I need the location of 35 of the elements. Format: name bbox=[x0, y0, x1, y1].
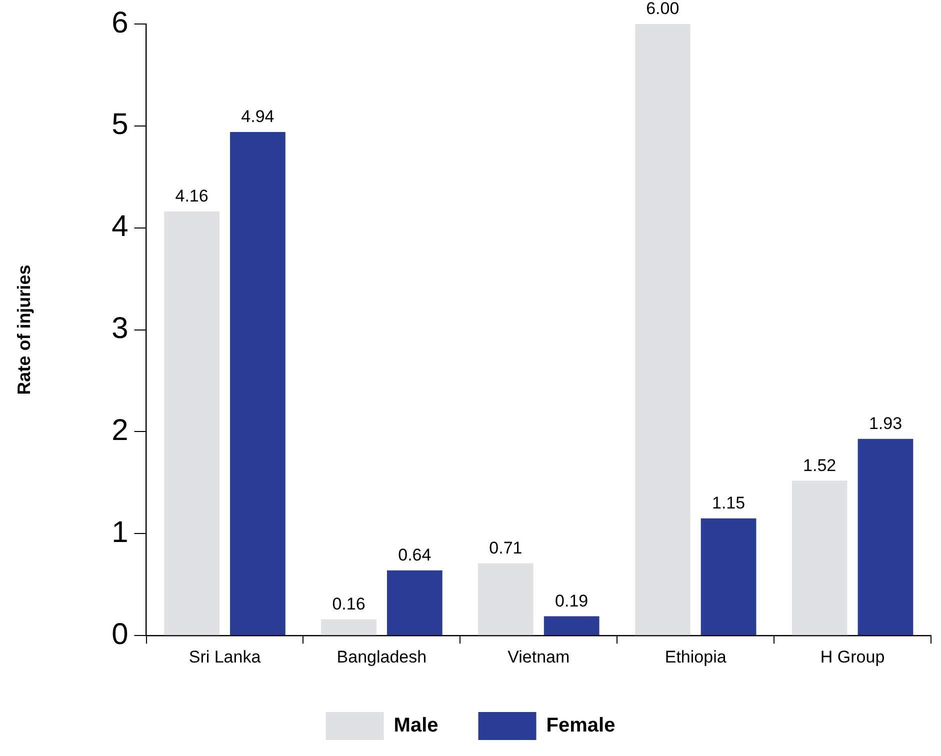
bar bbox=[164, 212, 220, 636]
x-tick-label: Ethiopia bbox=[664, 647, 727, 666]
data-label: 0.64 bbox=[398, 546, 432, 565]
data-label: 0.71 bbox=[489, 538, 522, 558]
data-label: 1.15 bbox=[712, 494, 746, 513]
x-tick-label: Bangladesh bbox=[336, 647, 427, 666]
bar bbox=[700, 518, 756, 636]
legend-label: Male bbox=[394, 714, 438, 737]
y-tick-label: 2 bbox=[112, 414, 128, 447]
data-label: 4.94 bbox=[241, 107, 274, 126]
x-tick-label: Sri Lanka bbox=[188, 647, 262, 666]
bar bbox=[386, 570, 442, 636]
data-label: 1.52 bbox=[803, 456, 836, 475]
bar bbox=[230, 132, 286, 636]
data-label: 4.16 bbox=[175, 186, 208, 206]
data-label: 6.00 bbox=[646, 0, 680, 18]
data-label: 0.16 bbox=[332, 594, 366, 614]
bar bbox=[321, 619, 376, 636]
y-tick-label: 1 bbox=[112, 516, 128, 549]
legend-label: Female bbox=[546, 714, 616, 737]
bar bbox=[858, 438, 914, 636]
bar bbox=[478, 563, 534, 636]
y-tick-label: 4 bbox=[112, 210, 128, 244]
x-tick-label: H Group bbox=[820, 647, 885, 666]
y-tick-label: 5 bbox=[112, 108, 128, 142]
data-label: 0.19 bbox=[555, 591, 588, 610]
bar bbox=[792, 480, 848, 636]
y-axis-title: Rate of injuries bbox=[14, 264, 34, 395]
x-tick-label: Vietnam bbox=[508, 647, 570, 666]
bar bbox=[634, 24, 690, 636]
y-tick-label: 0 bbox=[112, 618, 128, 651]
y-tick-label: 3 bbox=[112, 312, 128, 346]
data-label: 1.93 bbox=[868, 414, 902, 434]
bar bbox=[544, 616, 600, 636]
y-tick-label: 6 bbox=[112, 6, 128, 40]
